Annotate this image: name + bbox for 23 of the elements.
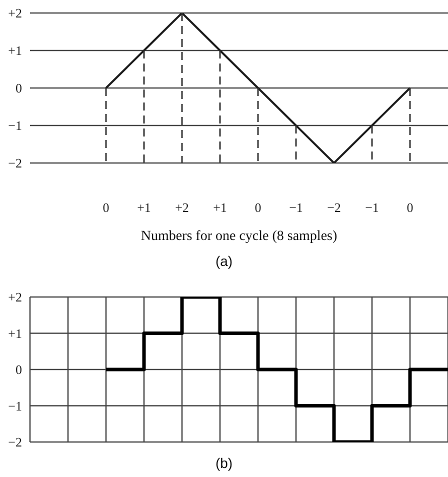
- y-tick-label: +1: [8, 326, 22, 341]
- text: (a): [214, 252, 234, 271]
- y-tick-label: +1: [8, 43, 22, 58]
- x-tick-label: 0: [254, 200, 262, 216]
- y-tick-label: 0: [16, 362, 22, 378]
- y-tick-label: +2: [8, 290, 22, 305]
- text: (b): [214, 454, 234, 473]
- y-tick-label: 0: [16, 80, 22, 96]
- x-tick-label: 0: [406, 200, 414, 216]
- x-tick-label: +1: [213, 200, 227, 216]
- y-tick-label: −2: [8, 434, 22, 450]
- x-tick-label: +1: [137, 200, 151, 216]
- y-tick-label: +2: [8, 6, 22, 21]
- y-tick-label: −1: [8, 398, 22, 414]
- x-tick-label: −2: [327, 200, 341, 216]
- x-tick-label: +2: [175, 200, 189, 216]
- y-tick-label: −2: [8, 156, 22, 171]
- line-series: [105, 13, 411, 163]
- x-tick-label: 0: [102, 200, 110, 216]
- x-tick-label: −1: [289, 200, 303, 216]
- y-tick-label: −1: [8, 118, 22, 134]
- x-axis-title: Numbers for one cycle (8 samples): [140, 229, 338, 244]
- x-tick-label: −1: [365, 200, 379, 216]
